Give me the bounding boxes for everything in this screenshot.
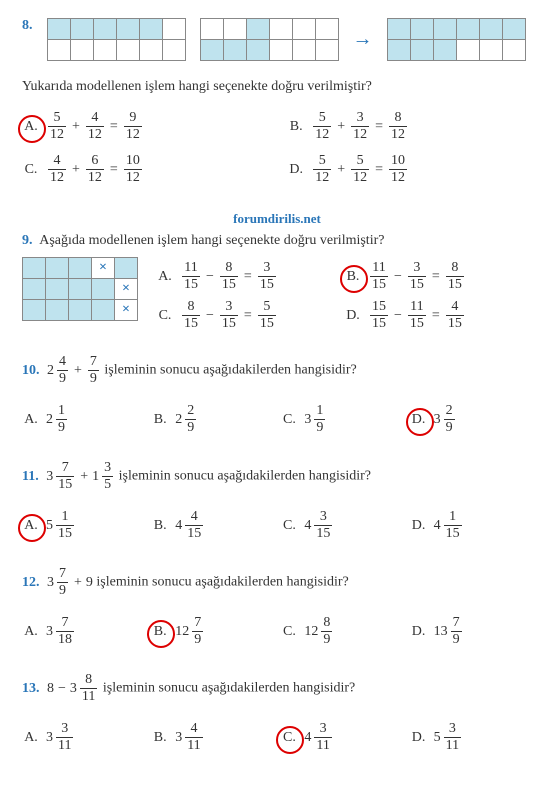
option-label: D.: [344, 308, 362, 324]
question-tail: işleminin sonucu aşağıdakilerden hangisi…: [103, 681, 355, 696]
option-label: C.: [280, 624, 298, 640]
question-number: 12.: [22, 575, 40, 590]
expression: 3 715 + 1 35: [46, 461, 115, 492]
question-number: 10.: [22, 363, 40, 378]
option-D[interactable]: D.512+512=1012: [287, 154, 532, 185]
option-D[interactable]: D.5311: [410, 722, 532, 753]
option-label: D.: [287, 162, 305, 178]
question-13: 13. 8− 3 811 işleminin sonucu aşağıdakil…: [22, 673, 532, 759]
option-label: B.: [151, 730, 169, 746]
option-label: A.: [22, 730, 40, 746]
option-B[interactable]: B.1115−315=815: [344, 261, 532, 292]
option-label: D.: [410, 624, 428, 640]
question-10: 10. 2 49 + 79 işleminin sonucu aşağıdaki…: [22, 355, 532, 441]
option-B[interactable]: B.1279: [151, 616, 273, 647]
option-A[interactable]: A.219: [22, 404, 144, 435]
option-A[interactable]: A.3718: [22, 616, 144, 647]
option-label: C.: [22, 162, 40, 178]
watermark: forumdirilis.net: [22, 211, 532, 227]
option-C[interactable]: C.815−315=515: [156, 300, 344, 331]
option-C[interactable]: C.4311: [280, 722, 402, 753]
options: A.219B.229C.319 D.329: [22, 398, 532, 441]
options: A.512+412=912 B.512+312=812 C.412+612=1012…: [22, 105, 532, 191]
option-label: B.: [287, 119, 305, 135]
question-text: Aşağıda modellenen işlem hangi seçenekte…: [39, 233, 384, 248]
question-9: 9. Aşağıda modellenen işlem hangi seçene…: [22, 233, 532, 335]
question-text: Yukarıda modellenen işlem hangi seçenekt…: [22, 79, 532, 95]
question-8: 8. → Yukarıda modellenen işlem hangi seç…: [22, 18, 532, 191]
option-label: B.: [344, 269, 362, 285]
option-label: A.: [22, 119, 40, 135]
option-label: B.: [151, 624, 169, 640]
option-B[interactable]: B.3411: [151, 722, 273, 753]
q9-grid: ×××: [22, 257, 138, 321]
question-tail: işleminin sonucu aşağıdakilerden hangisi…: [104, 363, 356, 378]
question-number: 13.: [22, 681, 40, 696]
question-tail: işleminin sonucu aşağıdakilerden hangisi…: [119, 469, 371, 484]
option-A[interactable]: A.3311: [22, 722, 144, 753]
option-label: B.: [151, 412, 169, 428]
options: A.1115−815=315B.1115−315=815C.815−315=51…: [156, 257, 532, 335]
question-number: 9.: [22, 233, 33, 248]
option-label: A.: [22, 412, 40, 428]
option-D[interactable]: D.329: [410, 404, 532, 435]
option-B[interactable]: B.512+312=812: [287, 111, 532, 142]
option-C[interactable]: C.319: [280, 404, 402, 435]
expression: 2 49 + 79: [47, 355, 101, 386]
question-tail: işleminin sonucu aşağıdakilerden hangisi…: [96, 575, 348, 590]
option-D[interactable]: D.1515−1115=415: [344, 300, 532, 331]
option-A[interactable]: A.1115−815=315: [156, 261, 344, 292]
option-label: D.: [410, 518, 428, 534]
expression: 8− 3 811: [47, 673, 99, 704]
question-11: 11. 3 715 + 1 35 işleminin sonucu aşağıd…: [22, 461, 532, 547]
options: A.5115B.4415C.4315 D.4115: [22, 504, 532, 547]
option-A[interactable]: A.512+412=912: [22, 111, 267, 142]
option-label: A.: [22, 518, 40, 534]
option-label: C.: [280, 730, 298, 746]
option-D[interactable]: D.4115: [410, 510, 532, 541]
option-label: D.: [410, 412, 428, 428]
options: A.3311B.3411C.4311 D.5311: [22, 716, 532, 759]
option-label: C.: [280, 518, 298, 534]
q8-grids: →: [47, 18, 526, 61]
option-C[interactable]: C.412+612=1012: [22, 154, 267, 185]
option-A[interactable]: A.5115: [22, 510, 144, 541]
option-C[interactable]: C.4315: [280, 510, 402, 541]
option-label: B.: [151, 518, 169, 534]
option-label: C.: [156, 308, 174, 324]
question-number: 8.: [22, 18, 33, 34]
arrow-icon: →: [353, 28, 373, 51]
option-label: D.: [410, 730, 428, 746]
option-label: A.: [156, 269, 174, 285]
question-number: 11.: [22, 469, 39, 484]
option-D[interactable]: D.1379: [410, 616, 532, 647]
options: A.3718B.1279C.1289 D.1379: [22, 610, 532, 653]
expression: 3 79 +9: [47, 567, 93, 598]
option-C[interactable]: C.1289: [280, 616, 402, 647]
question-12: 12. 3 79 +9 işleminin sonucu aşağıdakile…: [22, 567, 532, 653]
option-B[interactable]: B.229: [151, 404, 273, 435]
option-B[interactable]: B.4415: [151, 510, 273, 541]
option-label: C.: [280, 412, 298, 428]
option-label: A.: [22, 624, 40, 640]
